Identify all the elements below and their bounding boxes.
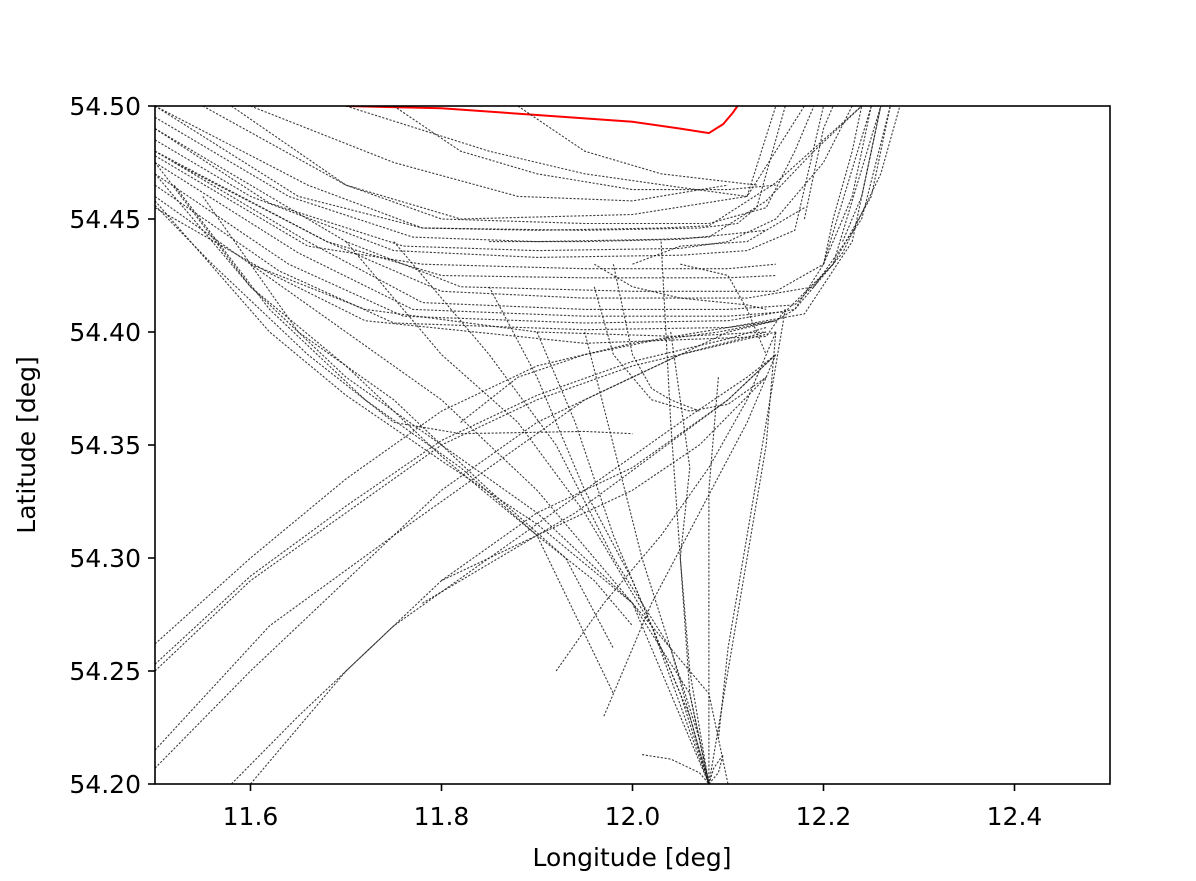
vessel-track-1 bbox=[155, 106, 863, 231]
vessel-track-41 bbox=[155, 320, 776, 645]
vessel-track-48 bbox=[603, 354, 777, 717]
vessel-track-56 bbox=[489, 229, 767, 243]
y-axis-label: Latitude [deg] bbox=[12, 356, 41, 533]
vessel-track-17 bbox=[173, 162, 776, 279]
y-tick-label: 54.20 bbox=[69, 770, 141, 799]
vessel-track-2 bbox=[155, 106, 863, 243]
x-tick-label: 11.8 bbox=[414, 802, 470, 831]
vessel-track-23 bbox=[173, 184, 614, 694]
vessel-track-6 bbox=[202, 106, 815, 225]
y-tick-label: 54.50 bbox=[69, 92, 141, 121]
vessel-track-3 bbox=[155, 106, 853, 252]
vessel-track-53 bbox=[680, 263, 767, 355]
vessel-track-11 bbox=[155, 106, 891, 299]
vessel-track-25 bbox=[155, 173, 710, 784]
vessel-track-50 bbox=[460, 320, 776, 423]
track-series-layer bbox=[155, 106, 901, 784]
x-tick-label: 12.0 bbox=[605, 802, 661, 831]
highlighted-track-0 bbox=[345, 106, 739, 135]
vessel-track-22 bbox=[155, 162, 633, 627]
vessel-track-42 bbox=[155, 331, 767, 751]
vessel-track-47 bbox=[422, 354, 777, 604]
vessel-track-14 bbox=[250, 106, 729, 202]
vessel-track-59 bbox=[803, 106, 834, 220]
vessel-track-51 bbox=[612, 264, 700, 412]
vessel-track-39 bbox=[155, 331, 776, 672]
vessel-track-36 bbox=[717, 309, 786, 739]
vessel-track-32 bbox=[660, 241, 710, 784]
vessel-track-49 bbox=[555, 331, 777, 672]
y-axis-ticks: 54.20 54.25 54.30 54.35 54.40 54.45 54.50 bbox=[69, 92, 155, 799]
vessel-track-15 bbox=[345, 106, 805, 197]
vessel-track-28 bbox=[393, 241, 710, 784]
y-tick-label: 54.30 bbox=[69, 544, 141, 573]
x-tick-label: 12.2 bbox=[796, 802, 852, 831]
vessel-track-33 bbox=[670, 331, 710, 784]
vessel-track-9 bbox=[155, 106, 901, 324]
vessel-track-24 bbox=[202, 196, 614, 649]
y-tick-label: 54.25 bbox=[69, 657, 141, 686]
vessel-track-62 bbox=[775, 106, 872, 322]
vessel-track-60 bbox=[822, 106, 863, 265]
x-tick-label: 12.4 bbox=[987, 802, 1043, 831]
y-tick-label: 54.35 bbox=[69, 431, 141, 460]
vessel-track-27 bbox=[345, 241, 710, 784]
x-axis-label: Longitude [deg] bbox=[533, 843, 732, 872]
vessel-track-29 bbox=[488, 286, 710, 784]
vessel-track-52 bbox=[593, 286, 767, 412]
vessel-track-61 bbox=[842, 106, 882, 242]
vessel-track-8 bbox=[155, 106, 891, 317]
vessel-track-40 bbox=[155, 326, 767, 665]
y-tick-label: 54.40 bbox=[69, 318, 141, 347]
vessel-track-10 bbox=[155, 106, 882, 331]
x-axis-ticks: 11.6 11.8 12.0 12.2 12.4 bbox=[223, 784, 1043, 831]
vessel-track-5 bbox=[155, 106, 786, 231]
vessel-track-13 bbox=[231, 106, 777, 220]
vessel-track-19 bbox=[155, 207, 786, 344]
x-tick-label: 11.6 bbox=[223, 802, 279, 831]
vessel-track-55 bbox=[632, 207, 805, 265]
vessel-track-20 bbox=[155, 205, 633, 435]
y-tick-label: 54.45 bbox=[69, 205, 141, 234]
vessel-track-4 bbox=[155, 106, 825, 258]
vessel-track-21 bbox=[155, 200, 729, 784]
vessel-track-34 bbox=[708, 377, 719, 784]
vessel-track-43 bbox=[155, 320, 776, 769]
